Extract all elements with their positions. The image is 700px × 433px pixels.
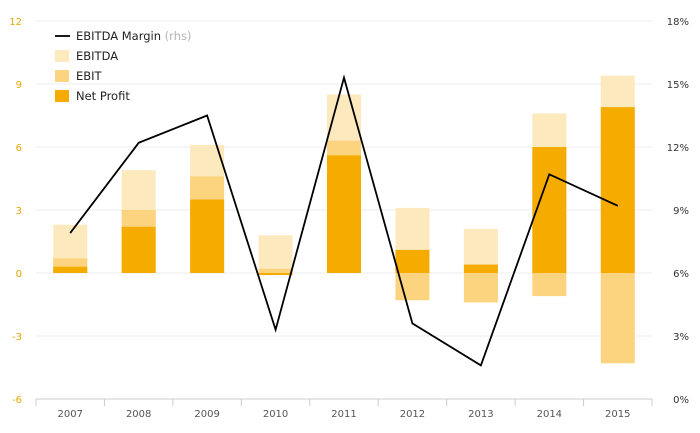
legend: EBITDA Margin (rhs) EBITDA EBIT Net Profit	[55, 29, 191, 103]
margin-line	[69, 74, 619, 367]
y-right-tick-label: 12%	[667, 143, 689, 154]
bar-ebit	[532, 273, 567, 297]
bar-ebitda	[258, 235, 293, 273]
y-right-tick-label: 18%	[667, 17, 689, 28]
legend-label: EBIT	[76, 69, 103, 83]
bar-net-profit	[190, 199, 225, 273]
x-tick-label: 2007	[57, 409, 82, 420]
y-left-tick-label: 9	[16, 80, 22, 91]
legend-label: EBITDA Margin (rhs)	[76, 29, 191, 43]
bar-net-profit	[600, 107, 635, 273]
legend-label-suffix: (rhs)	[161, 29, 191, 43]
y-left-tick-label: 0	[16, 269, 22, 280]
bars	[53, 75, 635, 364]
bar-net-profit	[463, 264, 498, 273]
x-tick-label: 2014	[537, 409, 562, 420]
x-tick-label: 2008	[126, 409, 151, 420]
bar-net-profit	[395, 249, 430, 273]
bar-ebit	[258, 268, 293, 273]
legend-label: EBITDA	[76, 49, 118, 63]
bar-net-profit	[53, 266, 88, 273]
y-left-tick-label: 12	[9, 17, 22, 28]
y-right-tick-label: 3%	[673, 332, 689, 343]
bar-ebit	[600, 273, 635, 364]
bar-net-profit	[532, 147, 567, 273]
bar-ebit	[463, 273, 498, 303]
legend-label: Net Profit	[76, 89, 130, 103]
y-left-tick-label: 3	[16, 206, 22, 217]
y-left-tick-label: 6	[16, 143, 22, 154]
x-tick-label: 2010	[263, 409, 288, 420]
bar-net-profit	[327, 155, 361, 273]
axes: -6 -3 0 3 6 9 12 0% 3% 6% 9% 12% 15% 18% 2007 2008 2009 2…	[9, 17, 689, 420]
legend-swatch-ebit	[55, 70, 69, 82]
y-right-tick-label: 15%	[667, 80, 689, 91]
x-tick-label: 2011	[331, 409, 356, 420]
x-tick-label: 2012	[400, 409, 425, 420]
y-right-tick-label: 9%	[673, 206, 689, 217]
y-left-tick-label: -3	[12, 332, 22, 343]
legend-swatch-ebitda	[55, 50, 69, 62]
y-left-tick-label: -6	[12, 395, 22, 406]
x-tick-label: 2009	[194, 409, 219, 420]
bar-ebit	[395, 273, 430, 301]
bar-net-profit	[258, 273, 293, 276]
legend-swatch-net-profit	[55, 90, 69, 102]
y-right-tick-label: 6%	[673, 269, 689, 280]
x-tick-label: 2013	[468, 409, 493, 420]
bar-net-profit	[121, 226, 156, 273]
x-tick-label: 2015	[605, 409, 630, 420]
y-right-tick-label: 0%	[673, 395, 689, 406]
